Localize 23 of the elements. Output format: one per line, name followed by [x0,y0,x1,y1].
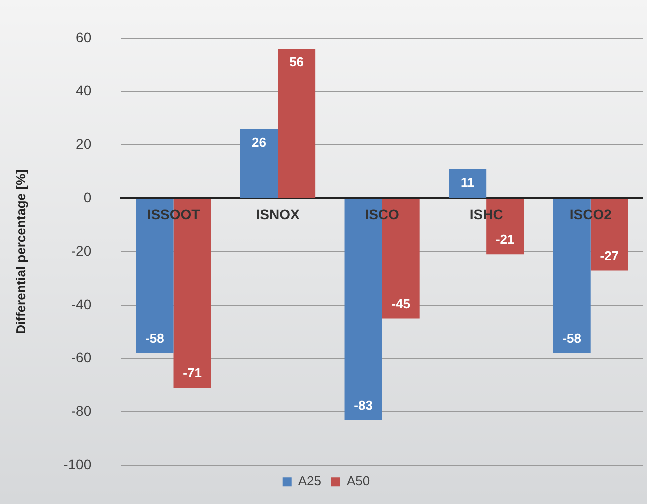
data-label: -58 [562,331,582,346]
y-tick-label: -20 [71,242,92,259]
legend-label: A25 [298,474,322,489]
data-label: -21 [496,232,515,248]
y-tick-label: -60 [71,350,92,366]
y-tick-label: 20 [76,136,92,152]
y-tick-label: 60 [76,29,92,46]
y-tick-label: -100 [64,456,92,472]
data-label: -83 [354,398,373,413]
data-label: -45 [392,296,410,312]
y-tick-label: -40 [71,296,92,312]
data-label: -27 [600,248,620,264]
data-label: -58 [146,331,164,346]
y-tick-label: -80 [71,403,92,420]
data-label: -71 [183,366,202,381]
y-tick-label: 40 [76,82,92,99]
data-label: 11 [460,174,475,190]
y-tick-label: 0 [84,189,92,206]
y-axis-title: Differential percentage [%] [13,170,28,334]
data-label: 56 [290,54,304,70]
legend-label: A50 [347,474,370,489]
x-tick-label: ISNOX [256,206,300,222]
data-label: 26 [252,134,266,150]
